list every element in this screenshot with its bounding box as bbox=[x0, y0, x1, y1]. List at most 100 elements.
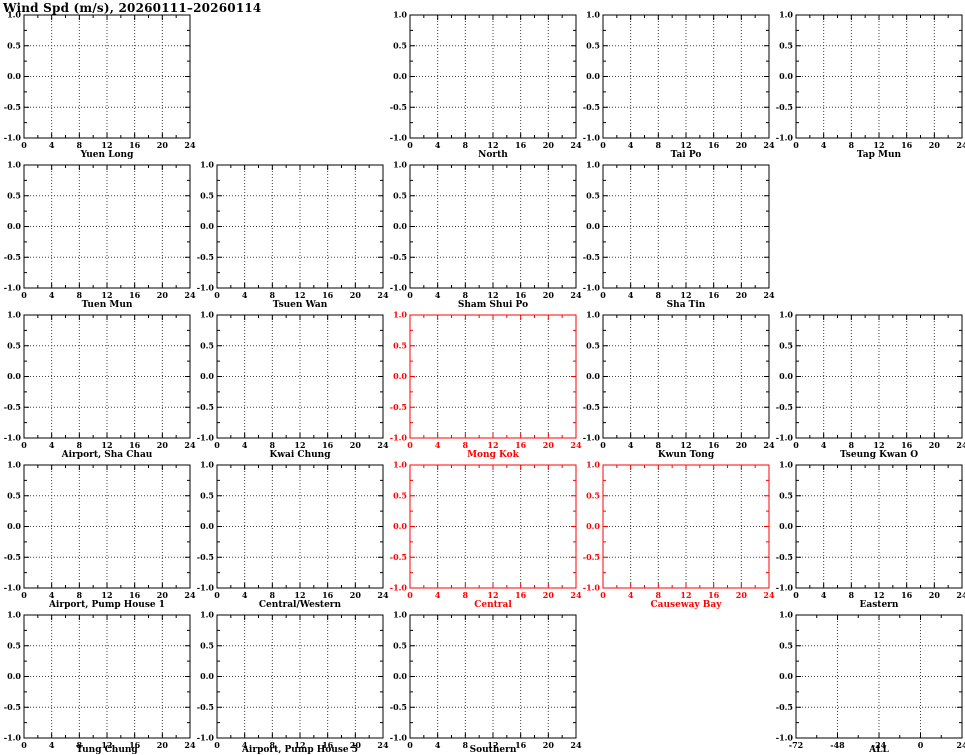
x-tick-label: 20 bbox=[350, 290, 362, 300]
panel-title: Yuen Long bbox=[80, 150, 134, 160]
y-tick-label: 1.0 bbox=[200, 310, 214, 320]
x-tick-label: 20 bbox=[350, 590, 362, 600]
y-tick-label: -0.5 bbox=[197, 252, 214, 262]
y-tick-label: -1.0 bbox=[197, 583, 215, 593]
y-tick-label: -1.0 bbox=[197, 733, 215, 743]
panel-southern: 0 4 8 12 16 20 24 -1.0 -0.5 0.0 0.5 1.0 Southern bbox=[390, 610, 582, 755]
y-tick-label: 0.5 bbox=[7, 640, 21, 650]
y-tick-label: -0.5 bbox=[197, 402, 214, 412]
x-tick-label: 0 bbox=[793, 590, 799, 600]
x-tick-label: 0 bbox=[214, 740, 220, 750]
x-tick-label: 24 bbox=[184, 290, 196, 300]
x-tick-label: -48 bbox=[830, 740, 845, 750]
x-tick-label: 12 bbox=[294, 590, 305, 600]
y-tick-label: 1.0 bbox=[779, 10, 793, 20]
y-tick-label: -1.0 bbox=[583, 433, 601, 443]
y-tick-label: 0.5 bbox=[200, 640, 214, 650]
x-tick-label: 4 bbox=[628, 290, 634, 300]
y-tick-label: 0.5 bbox=[7, 340, 21, 350]
y-tick-label: -1.0 bbox=[390, 433, 408, 443]
x-tick-label: 8 bbox=[463, 290, 469, 300]
panel-title: Mong Kok bbox=[467, 450, 520, 460]
x-tick-label: 20 bbox=[157, 740, 169, 750]
x-tick-label: 16 bbox=[129, 440, 141, 450]
x-tick-label: 24 bbox=[570, 440, 582, 450]
y-tick-label: 0.5 bbox=[393, 190, 407, 200]
panel-title: Kwai Chung bbox=[269, 450, 331, 460]
panel-title: North bbox=[478, 150, 508, 160]
y-tick-label: 1.0 bbox=[586, 310, 600, 320]
x-tick-label: 8 bbox=[270, 290, 276, 300]
panel-title: Airport, Pump House 5 bbox=[241, 745, 358, 755]
x-tick-label: 12 bbox=[101, 440, 112, 450]
y-tick-label: 0.0 bbox=[7, 71, 21, 81]
y-tick-label: -1.0 bbox=[390, 583, 408, 593]
panel-mong-kok: 0 4 8 12 16 20 24 -1.0 -0.5 0.0 0.5 1.0 Mong Kok bbox=[390, 310, 582, 461]
y-tick-label: -1.0 bbox=[197, 283, 215, 293]
x-tick-label: 8 bbox=[77, 590, 83, 600]
x-tick-label: 0 bbox=[407, 290, 413, 300]
x-tick-label: 16 bbox=[515, 740, 527, 750]
x-tick-label: 4 bbox=[49, 740, 55, 750]
x-tick-label: 8 bbox=[77, 290, 83, 300]
x-tick-label: 4 bbox=[821, 440, 827, 450]
y-tick-label: 1.0 bbox=[393, 10, 407, 20]
x-tick-label: 24 bbox=[956, 590, 965, 600]
y-tick-label: 0.5 bbox=[586, 190, 600, 200]
y-tick-label: 0.0 bbox=[586, 71, 600, 81]
y-tick-label: 0.5 bbox=[7, 490, 21, 500]
y-tick-label: 1.0 bbox=[200, 460, 214, 470]
x-tick-label: 0 bbox=[407, 740, 413, 750]
x-tick-label: 24 bbox=[377, 740, 389, 750]
x-tick-label: 4 bbox=[628, 590, 634, 600]
y-tick-label: -1.0 bbox=[583, 283, 601, 293]
y-tick-label: 0.0 bbox=[200, 221, 214, 231]
panel-title: Tai Po bbox=[671, 150, 702, 160]
y-tick-label: 0.5 bbox=[586, 340, 600, 350]
y-tick-label: -1.0 bbox=[776, 583, 794, 593]
x-tick-label: 24 bbox=[377, 290, 389, 300]
x-tick-label: 8 bbox=[270, 740, 276, 750]
y-tick-label: -1.0 bbox=[776, 433, 794, 443]
y-tick-label: 0.0 bbox=[779, 521, 793, 531]
x-tick-label: 4 bbox=[435, 740, 441, 750]
y-tick-label: -0.5 bbox=[4, 402, 21, 412]
x-tick-label: 20 bbox=[543, 140, 555, 150]
y-tick-label: 0.5 bbox=[393, 40, 407, 50]
x-tick-label: 20 bbox=[543, 740, 555, 750]
x-tick-label: 12 bbox=[101, 590, 112, 600]
y-tick-label: 1.0 bbox=[393, 160, 407, 170]
panel-title: Tsuen Wan bbox=[273, 300, 328, 310]
x-tick-label: 8 bbox=[270, 590, 276, 600]
y-tick-label: 0.0 bbox=[200, 671, 214, 681]
y-tick-label: 0.0 bbox=[393, 221, 407, 231]
y-tick-label: 0.0 bbox=[393, 521, 407, 531]
panel-tseung-kwan-o: 0 4 8 12 16 20 24 -1.0 -0.5 0.0 0.5 1.0 Tseung Kwan … bbox=[776, 310, 965, 461]
y-tick-label: -1.0 bbox=[4, 583, 22, 593]
figure-title: Wind Spd (m/s), 20260111–20260114 bbox=[3, 1, 262, 15]
x-tick-label: 24 bbox=[763, 440, 775, 450]
y-tick-label: 0.5 bbox=[7, 190, 21, 200]
x-tick-label: 12 bbox=[487, 740, 498, 750]
x-tick-label: 16 bbox=[901, 590, 913, 600]
y-tick-label: 0.5 bbox=[586, 40, 600, 50]
panel-yuen-long: 0 4 8 12 16 20 24 -1.0 -0.5 0.0 0.5 1.0 Yuen Long bbox=[4, 10, 196, 161]
y-tick-label: -0.5 bbox=[390, 102, 407, 112]
y-tick-label: -1.0 bbox=[390, 283, 408, 293]
x-tick-label: 20 bbox=[543, 290, 555, 300]
panel-title: Southern bbox=[470, 745, 517, 755]
panel-airport-pump-house-5: 0 4 8 12 16 20 24 -1.0 -0.5 0.0 0.5 1.0 Airport, Pum… bbox=[197, 610, 389, 755]
panel-sham-shui-po: 0 4 8 12 16 20 24 -1.0 -0.5 0.0 0.5 1.0 Sham Shui Po bbox=[390, 160, 582, 311]
x-tick-label: 8 bbox=[77, 140, 83, 150]
x-tick-label: 24 bbox=[763, 140, 775, 150]
x-tick-label: 12 bbox=[101, 140, 112, 150]
x-tick-label: 12 bbox=[680, 440, 691, 450]
y-tick-label: -0.5 bbox=[583, 552, 600, 562]
x-tick-label: 24 bbox=[377, 590, 389, 600]
x-tick-label: 8 bbox=[463, 440, 469, 450]
y-tick-label: 1.0 bbox=[779, 610, 793, 620]
y-tick-label: 0.5 bbox=[779, 640, 793, 650]
x-tick-label: 8 bbox=[656, 440, 662, 450]
x-tick-label: -72 bbox=[789, 740, 803, 750]
